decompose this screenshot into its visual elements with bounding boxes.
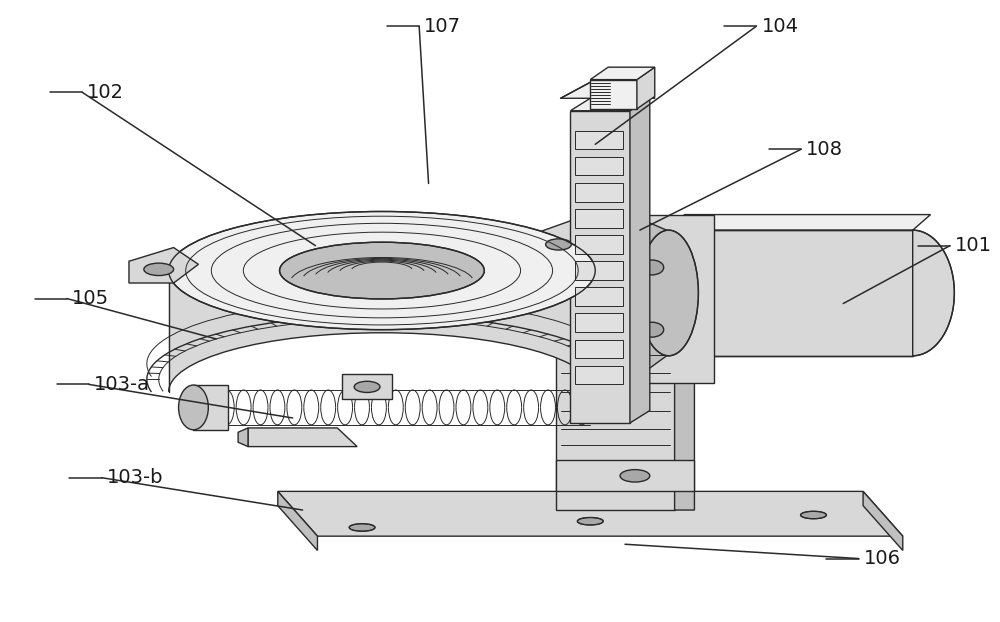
- Text: 101: 101: [955, 236, 992, 255]
- Polygon shape: [575, 209, 623, 228]
- Polygon shape: [556, 460, 694, 491]
- Polygon shape: [342, 374, 392, 399]
- Polygon shape: [575, 287, 623, 306]
- Text: 105: 105: [72, 289, 109, 308]
- Polygon shape: [556, 283, 694, 299]
- Polygon shape: [863, 491, 903, 550]
- Polygon shape: [575, 131, 623, 149]
- Polygon shape: [590, 80, 637, 109]
- Polygon shape: [667, 215, 931, 230]
- Ellipse shape: [639, 230, 698, 356]
- Text: 106: 106: [864, 549, 901, 568]
- Polygon shape: [675, 283, 694, 510]
- Ellipse shape: [349, 524, 375, 531]
- Text: 104: 104: [761, 17, 798, 35]
- Polygon shape: [193, 385, 228, 430]
- Polygon shape: [536, 221, 595, 258]
- Polygon shape: [575, 313, 623, 332]
- Ellipse shape: [169, 211, 595, 330]
- Polygon shape: [570, 111, 630, 423]
- Polygon shape: [561, 80, 655, 98]
- Polygon shape: [169, 211, 595, 392]
- Polygon shape: [630, 215, 667, 383]
- Polygon shape: [667, 230, 913, 356]
- Text: 103-a: 103-a: [94, 375, 150, 394]
- Text: 108: 108: [806, 140, 843, 159]
- Text: 103-b: 103-b: [107, 468, 163, 487]
- Polygon shape: [575, 340, 623, 358]
- Polygon shape: [637, 67, 655, 109]
- Polygon shape: [238, 428, 248, 447]
- Polygon shape: [575, 235, 623, 254]
- Polygon shape: [590, 67, 655, 80]
- Polygon shape: [570, 98, 650, 111]
- Ellipse shape: [640, 260, 664, 275]
- Polygon shape: [575, 366, 623, 384]
- Polygon shape: [575, 261, 623, 280]
- Ellipse shape: [546, 239, 571, 250]
- Ellipse shape: [354, 381, 380, 392]
- Ellipse shape: [144, 263, 174, 276]
- Polygon shape: [630, 215, 714, 383]
- Ellipse shape: [577, 518, 603, 525]
- Polygon shape: [278, 491, 317, 550]
- Ellipse shape: [179, 385, 208, 430]
- Ellipse shape: [620, 470, 650, 482]
- Text: 107: 107: [424, 17, 461, 35]
- Polygon shape: [913, 230, 954, 356]
- Ellipse shape: [801, 511, 826, 519]
- Polygon shape: [556, 299, 675, 510]
- Text: 102: 102: [87, 83, 124, 101]
- Polygon shape: [575, 157, 623, 175]
- Ellipse shape: [280, 242, 484, 299]
- Polygon shape: [630, 98, 650, 423]
- Ellipse shape: [640, 322, 664, 337]
- Polygon shape: [129, 248, 198, 283]
- Polygon shape: [575, 183, 623, 202]
- Polygon shape: [278, 491, 903, 536]
- Polygon shape: [248, 428, 357, 447]
